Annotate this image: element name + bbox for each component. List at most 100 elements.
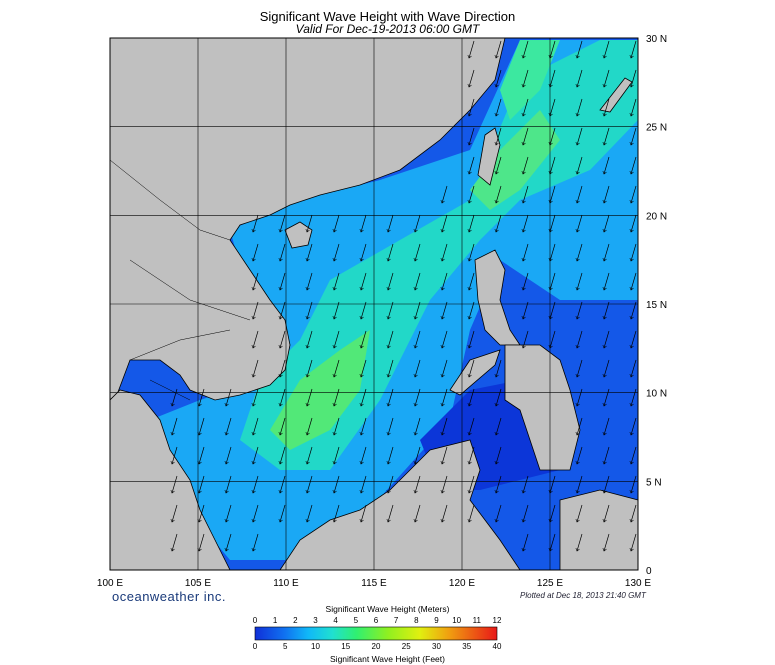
wave-arrow [604,359,610,377]
wave-arrow [226,533,232,551]
latitude-label: 0 [646,566,652,577]
wave-arrow [307,359,313,377]
legend-meters-tick: 6 [373,616,379,625]
wave-arrow [577,475,583,493]
wave-arrow [361,475,367,493]
wave-arrow [469,69,475,87]
wave-arrow [631,243,637,261]
wave-arrow [253,359,259,377]
wave-arrow [415,446,421,464]
wave-arrow [604,301,610,319]
wave-arrow [577,504,583,522]
wave-arrow [388,446,394,464]
wave-arrow [199,388,205,406]
wave-arrow [550,533,556,551]
legend-meters-tick: 2 [293,616,298,625]
wave-arrow [334,475,340,493]
longitude-label: 110 E [273,578,299,589]
wave-arrow [199,475,205,493]
wave-arrow [226,446,232,464]
legend-meters-tick: 8 [414,616,419,625]
wave-arrow [334,301,340,319]
wave-arrow [550,40,556,58]
wave-arrow [226,417,232,435]
wave-arrow [469,98,475,116]
latitude-label: 30 N [646,34,667,45]
legend-meters-tick: 10 [452,616,462,625]
wave-arrow [631,156,637,174]
wave-arrow [307,475,313,493]
legend-feet-tick: 5 [283,642,288,651]
map-subtitle: Valid For Dec-19-2013 06:00 GMT [295,22,480,36]
wave-arrow [577,98,583,116]
wave-arrow [469,243,475,261]
borneo [279,439,521,570]
wave-arrow [307,446,313,464]
wave-arrow [253,272,259,290]
wave-arrow [631,185,637,203]
palawan-island [449,349,501,396]
legend-meters-title: Significant Wave Height (Meters) [325,604,450,614]
wave-arrow [496,446,502,464]
wave-arrow [469,272,475,290]
legend-meters-tick: 7 [393,616,399,625]
legend-feet-tick: 0 [252,642,258,651]
wave-arrow [280,504,286,522]
wave-arrow [253,330,259,348]
wave-arrow [496,40,502,58]
legend-meters-tick: 5 [353,616,359,625]
wave-arrow [550,504,556,522]
legend-meters-tick: 3 [313,616,318,625]
wave-arrow [442,243,448,261]
wave-arrow [604,127,610,145]
wave-arrow [550,214,556,232]
wave-arrow [631,533,637,551]
wave-arrow [334,359,340,377]
wave-arrow [361,388,367,406]
wave-arrow [172,446,178,464]
wave-arrow [523,185,529,203]
wave-arrow [631,127,637,145]
longitude-label: 125 E [537,578,563,589]
wave-zone-high-strait [500,40,560,120]
longitude-labels: 100 E 105 E 110 E 115 E 120 E 125 E 130 E [97,578,651,589]
wave-arrow [415,330,421,348]
wave-arrow [388,301,394,319]
wave-arrow [577,417,583,435]
wave-arrow [199,417,205,435]
wave-arrow [172,533,178,551]
plotted-timestamp: Plotted at Dec 18, 2013 21:40 GMT [520,591,646,600]
wave-arrow [631,301,637,319]
wave-arrow [523,301,529,319]
wave-arrow [604,98,610,116]
wave-arrow [550,98,556,116]
luzon-island [474,249,521,346]
wave-arrow [253,214,259,232]
wave-arrow [415,243,421,261]
wave-arrow [280,214,286,232]
wave-arrow [577,446,583,464]
wave-arrow [604,533,610,551]
legend-feet-tick: 10 [311,642,320,651]
wave-arrow [199,504,205,522]
wave-arrow [550,69,556,87]
wave-arrow [361,301,367,319]
wave-arrow [550,330,556,348]
map-title: Significant Wave Height with Wave Direct… [259,9,516,24]
wave-arrow [469,127,475,145]
legend-colorbar [254,626,498,641]
wave-arrow [469,446,475,464]
wave-arrow [307,388,313,406]
wave-arrow [280,446,286,464]
wave-arrow [577,272,583,290]
legend-meters-tick: 11 [472,616,481,625]
latitude-label: 5 N [646,477,662,488]
legend-feet-tick: 40 [492,642,502,651]
wave-arrow [604,69,610,87]
brand-logo-text: oceanweather inc. [112,589,227,604]
wave-arrow [280,417,286,435]
wave-arrow [334,504,340,522]
wave-arrow [172,504,178,522]
wave-arrow [577,301,583,319]
wave-arrow [631,359,637,377]
